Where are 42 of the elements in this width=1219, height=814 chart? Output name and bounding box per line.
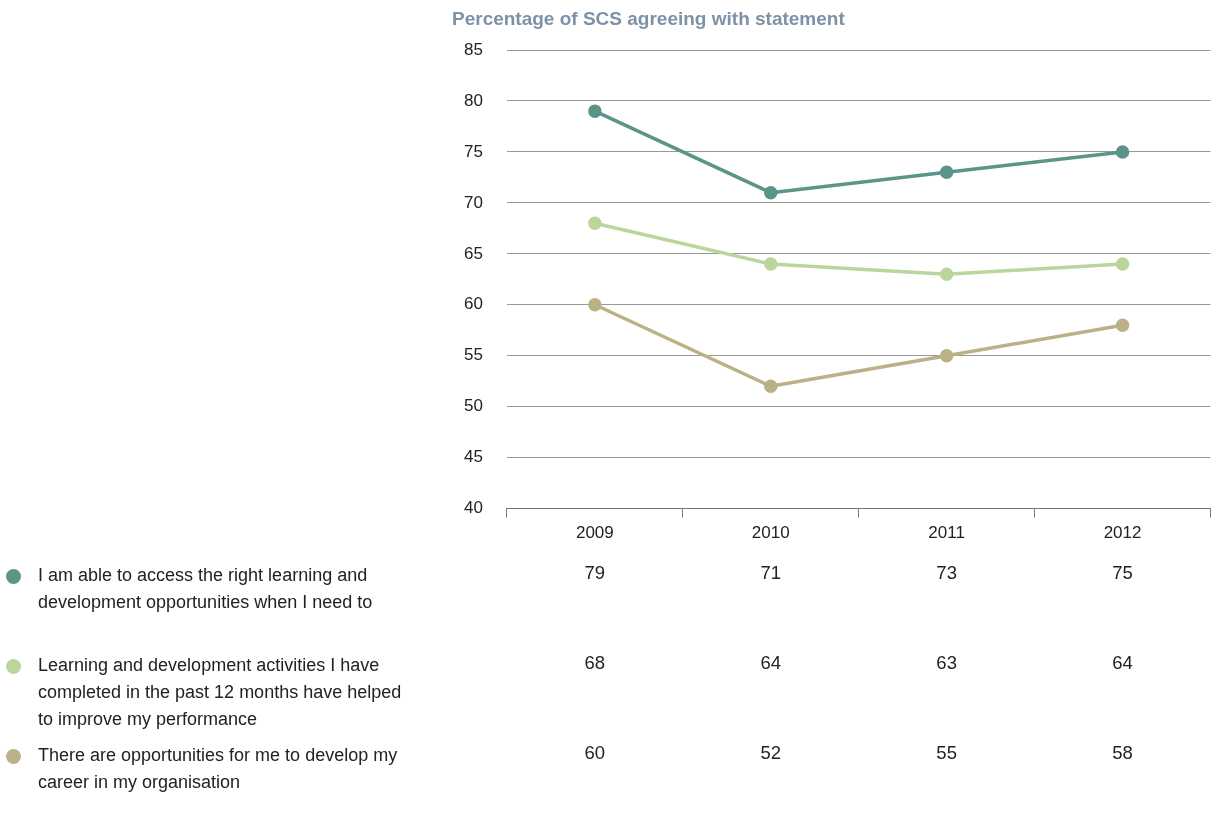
data-label: 64	[1112, 652, 1133, 674]
y-tick-label: 75	[463, 141, 483, 161]
data-label: 71	[760, 562, 782, 584]
y-tick-label: 85	[463, 39, 483, 59]
x-tick-label: 2010	[751, 523, 790, 543]
y-tick-label: 60	[463, 294, 483, 314]
y-tick-label: 50	[463, 396, 483, 416]
data-label: 60	[584, 742, 606, 764]
x-tick-label: 2009	[575, 523, 614, 543]
x-tick-label: 2011	[928, 523, 965, 543]
point	[1115, 145, 1130, 159]
point	[588, 104, 602, 118]
data-label: 73	[936, 562, 957, 584]
data-label: 68	[584, 652, 606, 674]
data-label: 79	[584, 562, 606, 584]
data-label: 58	[1112, 742, 1133, 764]
data-label: 64	[760, 652, 782, 674]
point	[1115, 318, 1130, 332]
y-tick-label: 80	[463, 90, 483, 110]
data-label: 63	[936, 652, 957, 674]
y-tick-label: 45	[463, 447, 483, 467]
point	[1115, 257, 1130, 271]
point	[764, 379, 778, 394]
data-label: 55	[936, 742, 957, 764]
data-label: 52	[760, 742, 782, 764]
legend-label: There are opportunities for me to develop my career in my organisation	[38, 744, 399, 794]
point	[939, 267, 954, 281]
y-tick-label: 70	[463, 192, 483, 212]
data-label: 75	[1112, 562, 1133, 584]
x-tick-label: 2012	[1103, 523, 1142, 543]
y-tick-label: 65	[463, 243, 483, 263]
point	[764, 257, 778, 271]
legend-label: I am able to access the right learning and development opportunities when I need to	[38, 564, 374, 614]
point	[764, 185, 778, 200]
legend-label: Learning and development activities I have completed in the past 12 months have helped to improve my performance	[38, 654, 403, 731]
point	[588, 216, 602, 230]
point	[939, 165, 954, 180]
point	[588, 298, 602, 312]
point	[939, 348, 954, 363]
chart-title: Percentage of SCS agreeing with statement	[452, 8, 845, 30]
y-tick-label: 40	[463, 498, 483, 518]
y-tick-label: 55	[463, 345, 483, 365]
